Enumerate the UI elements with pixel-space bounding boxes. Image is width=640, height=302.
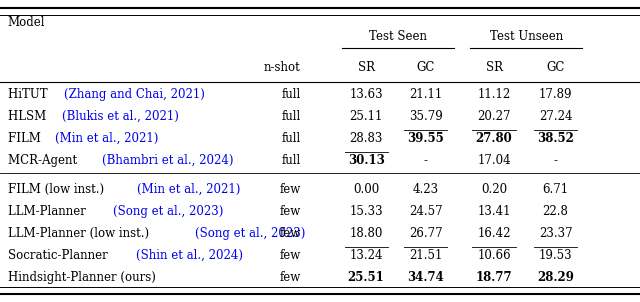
Text: 26.77: 26.77 bbox=[409, 227, 442, 240]
Text: 38.52: 38.52 bbox=[537, 132, 574, 145]
Text: FILM (low inst.): FILM (low inst.) bbox=[8, 183, 108, 196]
Text: SR: SR bbox=[486, 61, 502, 75]
Text: 20.27: 20.27 bbox=[477, 110, 511, 123]
Text: 16.42: 16.42 bbox=[477, 227, 511, 240]
Text: 22.8: 22.8 bbox=[543, 205, 568, 218]
Text: GC: GC bbox=[547, 61, 564, 75]
Text: 39.55: 39.55 bbox=[407, 132, 444, 145]
Text: 10.66: 10.66 bbox=[477, 249, 511, 262]
Text: -: - bbox=[554, 154, 557, 167]
Text: MCR-Agent: MCR-Agent bbox=[8, 154, 81, 167]
Text: full: full bbox=[282, 132, 301, 145]
Text: 21.51: 21.51 bbox=[409, 249, 442, 262]
Text: 6.71: 6.71 bbox=[543, 183, 568, 196]
Text: (Bhambri et al., 2024): (Bhambri et al., 2024) bbox=[102, 154, 233, 167]
Text: 18.77: 18.77 bbox=[476, 271, 513, 284]
Text: few: few bbox=[280, 271, 301, 284]
Text: FILM: FILM bbox=[8, 132, 44, 145]
Text: 13.63: 13.63 bbox=[349, 88, 383, 101]
Text: 35.79: 35.79 bbox=[409, 110, 442, 123]
Text: full: full bbox=[282, 110, 301, 123]
Text: few: few bbox=[280, 249, 301, 262]
Text: 28.83: 28.83 bbox=[349, 132, 383, 145]
Text: 25.51: 25.51 bbox=[348, 271, 385, 284]
Text: 0.00: 0.00 bbox=[353, 183, 380, 196]
Text: 21.11: 21.11 bbox=[409, 88, 442, 101]
Text: Hindsight-Planner (ours): Hindsight-Planner (ours) bbox=[8, 271, 156, 284]
Text: Test Seen: Test Seen bbox=[369, 30, 428, 43]
Text: HLSM: HLSM bbox=[8, 110, 50, 123]
Text: 0.20: 0.20 bbox=[481, 183, 507, 196]
Text: 17.04: 17.04 bbox=[477, 154, 511, 167]
Text: Model: Model bbox=[8, 16, 45, 29]
Text: 19.53: 19.53 bbox=[539, 249, 572, 262]
Text: 25.11: 25.11 bbox=[349, 110, 383, 123]
Text: 11.12: 11.12 bbox=[477, 88, 511, 101]
Text: 4.23: 4.23 bbox=[413, 183, 438, 196]
Text: (Min et al., 2021): (Min et al., 2021) bbox=[55, 132, 158, 145]
Text: full: full bbox=[282, 154, 301, 167]
Text: 27.24: 27.24 bbox=[539, 110, 572, 123]
Text: 24.57: 24.57 bbox=[409, 205, 442, 218]
Text: 27.80: 27.80 bbox=[476, 132, 513, 145]
Text: few: few bbox=[280, 227, 301, 240]
Text: few: few bbox=[280, 205, 301, 218]
Text: 15.33: 15.33 bbox=[349, 205, 383, 218]
Text: (Min et al., 2021): (Min et al., 2021) bbox=[136, 183, 240, 196]
Text: (Shin et al., 2024): (Shin et al., 2024) bbox=[136, 249, 243, 262]
Text: 13.41: 13.41 bbox=[477, 205, 511, 218]
Text: 30.13: 30.13 bbox=[348, 154, 385, 167]
Text: (Song et al., 2023): (Song et al., 2023) bbox=[195, 227, 305, 240]
Text: 34.74: 34.74 bbox=[407, 271, 444, 284]
Text: few: few bbox=[280, 183, 301, 196]
Text: HiTUT: HiTUT bbox=[8, 88, 51, 101]
Text: LLM-Planner: LLM-Planner bbox=[8, 205, 90, 218]
Text: 28.29: 28.29 bbox=[537, 271, 574, 284]
Text: 13.24: 13.24 bbox=[349, 249, 383, 262]
Text: Test Unseen: Test Unseen bbox=[490, 30, 563, 43]
Text: SR: SR bbox=[358, 61, 374, 75]
Text: 18.80: 18.80 bbox=[349, 227, 383, 240]
Text: n-shot: n-shot bbox=[264, 61, 301, 75]
Text: Socratic-Planner: Socratic-Planner bbox=[8, 249, 108, 262]
Text: (Blukis et al., 2021): (Blukis et al., 2021) bbox=[62, 110, 179, 123]
Text: 23.37: 23.37 bbox=[539, 227, 572, 240]
Text: (Song et al., 2023): (Song et al., 2023) bbox=[113, 205, 223, 218]
Text: 17.89: 17.89 bbox=[539, 88, 572, 101]
Text: full: full bbox=[282, 88, 301, 101]
Text: GC: GC bbox=[417, 61, 435, 75]
Text: -: - bbox=[424, 154, 428, 167]
Text: (Zhang and Chai, 2021): (Zhang and Chai, 2021) bbox=[63, 88, 205, 101]
Text: LLM-Planner (low inst.): LLM-Planner (low inst.) bbox=[8, 227, 152, 240]
